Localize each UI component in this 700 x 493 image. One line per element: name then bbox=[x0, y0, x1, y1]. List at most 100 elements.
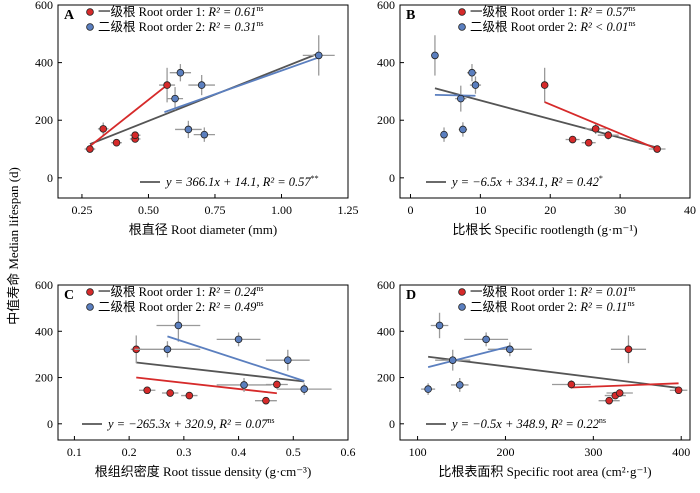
plot-frame bbox=[57, 284, 349, 441]
legend-entry: 一级根 Root order 1: R² = 0.24ns bbox=[98, 284, 264, 299]
series-regression-line bbox=[164, 56, 320, 114]
legend-label: 一级根 Root order 1: bbox=[98, 5, 208, 19]
x-tick-label: 1.00 bbox=[271, 203, 292, 217]
data-point bbox=[197, 81, 206, 89]
equation-significance: ** bbox=[311, 174, 319, 183]
legend-r2: R² = 0.49 bbox=[207, 300, 257, 314]
series-order1 bbox=[540, 67, 666, 153]
legend-r2: R² = 0.61 bbox=[207, 5, 256, 19]
x-tick-label: 10 bbox=[474, 203, 486, 217]
equation-text: y = 366.1x + 14.1, R² = 0.57 bbox=[164, 175, 311, 189]
x-axis-label: 根直径 Root diameter (mm) bbox=[129, 222, 277, 237]
plot-frame bbox=[57, 4, 349, 199]
series-order2 bbox=[421, 312, 532, 395]
legend-marker bbox=[86, 288, 94, 296]
data-point bbox=[300, 385, 309, 393]
x-tick-label: 0.50 bbox=[138, 203, 159, 217]
legend-significance: ns bbox=[628, 4, 635, 13]
legend-marker bbox=[86, 303, 94, 311]
legend-significance: ns bbox=[256, 284, 263, 293]
panel-letter: B bbox=[406, 8, 415, 23]
series-regression-line bbox=[167, 335, 305, 382]
data-point bbox=[284, 356, 292, 364]
x-tick-label: 0.6 bbox=[341, 445, 356, 459]
legend-entry: 一级根 Root order 1: R² = 0.01ns bbox=[470, 284, 636, 299]
y-tick-label: 200 bbox=[377, 113, 395, 127]
panel-d: D 0 200 400 600 100 200 300 400 比根表面积 Specific ro… bbox=[377, 278, 691, 479]
data-point bbox=[99, 125, 108, 133]
data-point bbox=[506, 345, 514, 354]
data-point bbox=[584, 138, 593, 147]
series-regression-line bbox=[89, 84, 168, 147]
legend-entry: 二级根 Root order 2: R² = 0.31ns bbox=[98, 19, 264, 34]
y-tick-label: 200 bbox=[377, 371, 395, 385]
x-tick-label: 0.75 bbox=[204, 203, 225, 217]
equation-significance: ns bbox=[267, 416, 274, 425]
data-point bbox=[459, 125, 467, 134]
legend-r2: R² = 0.01 bbox=[579, 285, 628, 299]
data-point bbox=[448, 356, 457, 364]
x-tick-label: 0.1 bbox=[67, 445, 82, 459]
x-tick-label: 200 bbox=[496, 445, 514, 459]
data-point bbox=[540, 81, 549, 89]
data-point bbox=[112, 138, 121, 147]
series-order1 bbox=[130, 335, 288, 405]
x-tick-label: 100 bbox=[409, 445, 427, 459]
regression-equation: y = −0.5x + 348.9, R² = 0.22ns bbox=[450, 416, 606, 431]
series-order1 bbox=[552, 335, 688, 405]
y-tick-label: 400 bbox=[377, 56, 395, 70]
legend-marker bbox=[458, 23, 466, 31]
x-tick-label: 40 bbox=[684, 203, 696, 217]
series-regression-line bbox=[136, 376, 277, 395]
data-point bbox=[567, 380, 576, 389]
series-regression-line bbox=[544, 101, 658, 150]
y-tick-label: 600 bbox=[377, 0, 395, 12]
x-tick-label: 0.5 bbox=[286, 445, 301, 459]
panel-letter: A bbox=[64, 8, 75, 23]
regression-equation: y = −265.3x + 320.9, R² = 0.07ns bbox=[106, 416, 274, 431]
legend-entry: 一级根 Root order 1: R² = 0.57ns bbox=[470, 4, 636, 19]
series-order1 bbox=[84, 67, 176, 153]
x-tick-label: 0.3 bbox=[176, 445, 191, 459]
x-tick-label: 0.4 bbox=[231, 445, 246, 459]
data-point bbox=[163, 345, 172, 354]
series-regression-line bbox=[571, 382, 679, 389]
data-point bbox=[568, 135, 577, 144]
y-tick-label: 0 bbox=[47, 171, 53, 185]
equation-text: y = −6.5x + 334.1, R² = 0.42 bbox=[450, 175, 599, 189]
legend-significance: ns bbox=[256, 19, 263, 28]
x-tick-label: 0 bbox=[407, 203, 413, 217]
x-axis-label: 比根表面积 Specific root area (cm²·g⁻¹) bbox=[438, 464, 651, 479]
series-order2 bbox=[431, 35, 482, 142]
data-point bbox=[440, 130, 448, 139]
legend-r2: R² = 0.57 bbox=[579, 5, 629, 19]
overall-regression-line bbox=[434, 87, 658, 149]
y-tick-label: 0 bbox=[47, 417, 53, 431]
y-tick-label: 600 bbox=[35, 0, 53, 12]
legend-label: 二级根 Root order 2: bbox=[98, 300, 208, 314]
legend-label: 一级根 Root order 1: bbox=[470, 5, 580, 19]
x-tick-label: 1.25 bbox=[338, 203, 359, 217]
data-point bbox=[163, 81, 171, 89]
data-point bbox=[131, 131, 139, 140]
y-tick-label: 0 bbox=[389, 417, 395, 431]
data-point bbox=[143, 386, 151, 395]
data-point bbox=[86, 145, 94, 153]
legend-label: 二级根 Root order 2: bbox=[470, 20, 580, 34]
y-tick-label: 200 bbox=[35, 113, 53, 127]
legend-entry: 一级根 Root order 1: R² = 0.61ns bbox=[98, 4, 264, 19]
legend-entry: 二级根 Root order 2: R² = 0.49ns bbox=[98, 299, 264, 314]
series-regression-line bbox=[427, 345, 511, 368]
data-point bbox=[185, 391, 194, 400]
legend-significance: ns bbox=[628, 19, 635, 28]
overall-regression-line bbox=[136, 361, 305, 383]
overall-regression-line bbox=[428, 355, 679, 389]
legend-label: 二级根 Root order 2: bbox=[470, 300, 580, 314]
series-regression-line bbox=[434, 93, 476, 97]
panel-a: A 0 200 400 600 0.25 0.50 0.75 1.00 1.25 根直径 Root … bbox=[35, 0, 359, 237]
equation-significance: * bbox=[599, 174, 603, 183]
legend-marker bbox=[86, 23, 94, 31]
data-point bbox=[184, 125, 193, 134]
x-tick-label: 300 bbox=[584, 445, 602, 459]
